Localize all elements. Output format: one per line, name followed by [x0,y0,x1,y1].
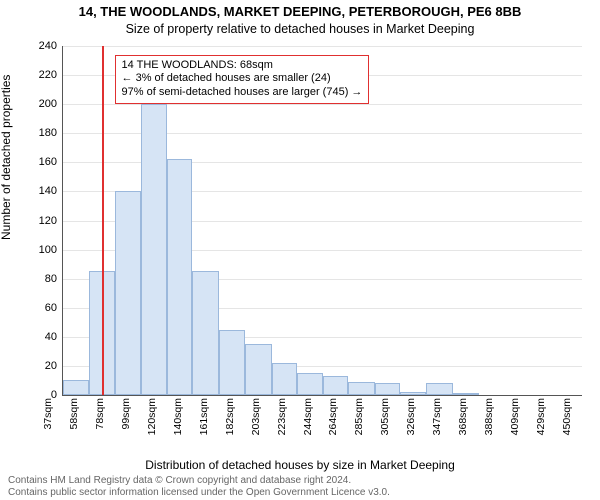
x-tick-label: 326sqm [401,398,417,448]
x-tick-label: 182sqm [220,398,236,448]
x-tick-label: 244sqm [298,398,314,448]
y-axis-label: Number of detached properties [0,75,13,240]
histogram-bar [141,104,167,395]
y-tick-label: 20 [45,360,63,372]
y-tick-label: 220 [39,69,63,81]
x-tick-label: 140sqm [168,398,184,448]
histogram-bar [323,376,348,395]
credit-line-1: Contains HM Land Registry data © Crown c… [8,475,351,486]
histogram-bar [375,383,400,395]
gridline [63,46,582,47]
histogram-bar [400,392,426,395]
x-tick-label: 161sqm [194,398,210,448]
histogram-bar [297,373,323,395]
x-tick-label: 285sqm [349,398,365,448]
histogram-bar [167,159,192,395]
histogram-bar [192,271,218,395]
x-tick-label: 429sqm [531,398,547,448]
y-tick-label: 60 [45,302,63,314]
annotation-line-1: 14 THE WOODLANDS: 68sqm [122,59,363,73]
y-tick-label: 80 [45,273,63,285]
y-tick-label: 180 [39,127,63,139]
chart-container: 14, THE WOODLANDS, MARKET DEEPING, PETER… [0,0,600,500]
x-tick-label: 347sqm [427,398,443,448]
x-tick-label: 37sqm [38,398,54,448]
histogram-bar [219,330,245,395]
histogram-bar [115,191,141,395]
x-tick-label: 388sqm [479,398,495,448]
x-tick-label: 368sqm [453,398,469,448]
histogram-bar [245,344,271,395]
histogram-bar [348,382,374,395]
x-tick-label: 450sqm [557,398,573,448]
y-tick-label: 100 [39,244,63,256]
credit-line-2: Contains public sector information licen… [8,487,390,498]
x-tick-label: 223sqm [272,398,288,448]
x-tick-label: 305sqm [375,398,391,448]
x-tick-label: 120sqm [142,398,158,448]
chart-title: 14, THE WOODLANDS, MARKET DEEPING, PETER… [0,4,600,19]
annotation-line-3: 97% of semi-detached houses are larger (… [122,86,363,100]
x-tick-label: 58sqm [64,398,80,448]
y-tick-label: 200 [39,98,63,110]
annotation-line-2: ← 3% of detached houses are smaller (24) [122,72,363,86]
histogram-bar [272,363,297,395]
plot-area: 02040608010012014016018020022024037sqm58… [62,46,582,396]
y-tick-label: 120 [39,215,63,227]
histogram-bar [63,380,89,395]
chart-subtitle: Size of property relative to detached ho… [0,22,600,36]
y-tick-label: 160 [39,156,63,168]
x-tick-label: 99sqm [116,398,132,448]
histogram-bar [426,383,452,395]
credit-text: Contains HM Land Registry data © Crown c… [8,475,390,498]
property-marker-line [102,46,104,395]
y-tick-label: 40 [45,331,63,343]
x-tick-label: 78sqm [90,398,106,448]
x-axis-label: Distribution of detached houses by size … [0,458,600,472]
y-tick-label: 240 [39,40,63,52]
y-tick-label: 140 [39,185,63,197]
x-tick-label: 409sqm [505,398,521,448]
histogram-bar [453,393,479,395]
x-tick-label: 264sqm [323,398,339,448]
x-tick-label: 203sqm [246,398,262,448]
annotation-box: 14 THE WOODLANDS: 68sqm← 3% of detached … [115,55,370,104]
